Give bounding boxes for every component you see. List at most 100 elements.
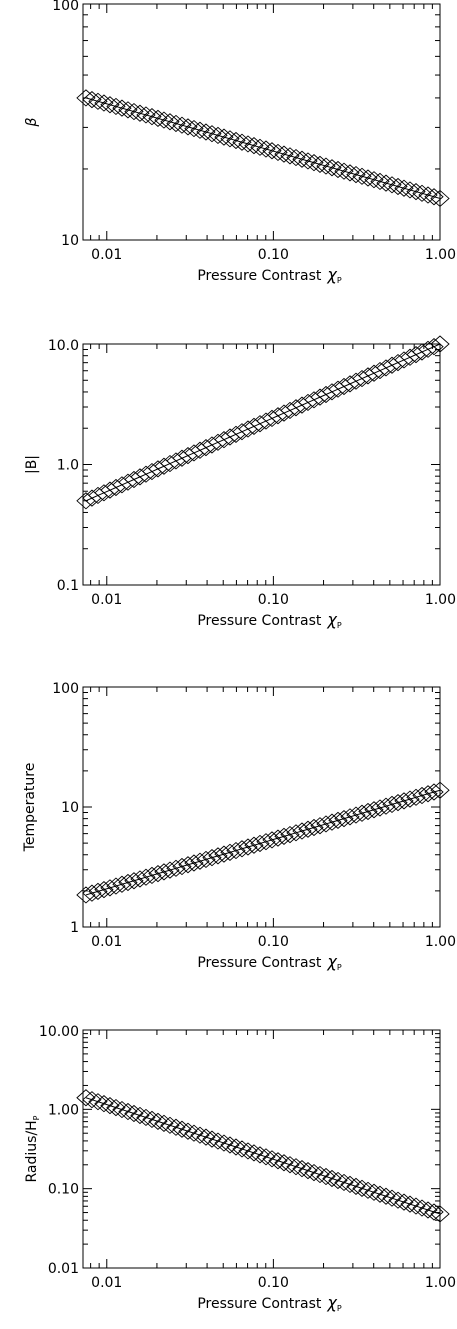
- y-axis-title: |B|: [24, 455, 40, 474]
- data-point: [418, 1201, 438, 1219]
- data-point: [220, 1136, 240, 1154]
- data-point: [286, 148, 306, 167]
- data-point: [412, 1199, 432, 1217]
- data-point: [112, 875, 132, 893]
- x-tick-label: 1.00: [425, 247, 456, 263]
- data-point: [334, 162, 354, 180]
- data-point: [430, 335, 450, 353]
- data-point: [208, 847, 228, 865]
- data-point: [154, 863, 174, 881]
- data-point: [256, 833, 276, 851]
- data-point: [178, 1122, 198, 1140]
- data-point: [202, 125, 222, 143]
- data-point: [358, 802, 378, 821]
- data-point: [268, 1152, 288, 1170]
- data-point: [268, 143, 288, 162]
- data-point: [292, 150, 312, 168]
- data-point: [160, 113, 180, 131]
- data-point: [172, 1120, 192, 1138]
- data-point: [376, 1187, 396, 1205]
- data-point: [148, 865, 168, 883]
- data-point: [394, 179, 414, 197]
- data-point: [250, 834, 270, 853]
- data-point: [244, 1144, 264, 1162]
- data-point: [208, 126, 228, 145]
- data-point: [280, 147, 300, 165]
- data-point: [190, 1126, 210, 1144]
- data-point: [118, 873, 138, 892]
- data-point: [82, 1091, 102, 1109]
- data-point: [292, 822, 312, 840]
- data-point: [388, 1191, 408, 1209]
- x-tick-label: 0.10: [258, 1275, 289, 1291]
- data-point: [130, 1106, 150, 1125]
- data-point: [292, 1160, 312, 1178]
- data-point: [184, 119, 204, 138]
- data-point: [412, 786, 432, 805]
- data-point: [76, 886, 96, 904]
- data-point: [202, 849, 222, 867]
- data-point: [130, 870, 150, 888]
- y-axis-label: Temperature: [22, 763, 38, 853]
- data-point: [166, 859, 186, 877]
- x-tick-label: 0.01: [91, 247, 122, 263]
- data-point: [418, 186, 438, 204]
- x-tick-label: 1.00: [425, 934, 456, 950]
- y-axis-label: β: [24, 117, 40, 127]
- x-tick-label: 0.10: [258, 247, 289, 263]
- data-point: [262, 142, 282, 160]
- data-point: [124, 872, 144, 890]
- data-point: [76, 1089, 96, 1107]
- x-tick-label: 0.01: [91, 934, 122, 950]
- chart-panel-2: 0.01 0.10 1.00 0.1 1.0 10.0 Pressure Contrast χ…: [24, 335, 456, 630]
- x-axis-symbol: χ: [326, 952, 337, 971]
- data-point: [160, 861, 180, 879]
- data-point: [382, 795, 402, 814]
- data-point: [94, 1095, 114, 1113]
- x-tick-label: 0.01: [91, 1275, 122, 1291]
- data-point: [382, 1189, 402, 1207]
- x-axis-symbol: χ: [326, 610, 337, 629]
- data-point: [82, 91, 102, 109]
- series-line: [85, 343, 441, 502]
- data-point: [268, 829, 288, 847]
- data-point: [100, 1097, 120, 1115]
- data-point: [388, 794, 408, 812]
- data-point: [232, 133, 252, 151]
- data-point: [394, 792, 414, 810]
- x-tick-label: 1.00: [425, 592, 456, 608]
- data-point: [304, 818, 324, 837]
- data-point: [328, 811, 348, 829]
- data-point: [328, 160, 348, 179]
- data-point: [88, 1093, 108, 1111]
- x-axis-title: Pressure Contrast χP: [197, 952, 342, 972]
- data-point: [370, 172, 390, 191]
- data-point: [160, 1116, 180, 1134]
- data-point: [304, 154, 324, 172]
- data-point: [238, 838, 258, 856]
- y-tick-label: 10.0: [48, 338, 79, 354]
- data-point: [262, 831, 282, 849]
- x-tick-label: 0.10: [258, 934, 289, 950]
- y-tick-label: 10: [61, 800, 79, 816]
- data-point: [166, 1118, 186, 1136]
- y-tick-label: 0.1: [57, 578, 79, 594]
- data-point: [322, 159, 342, 177]
- x-axis-subscript: P: [337, 1304, 342, 1313]
- data-point: [154, 1114, 174, 1132]
- data-point: [100, 879, 120, 897]
- data-point: [400, 790, 420, 808]
- data-point: [232, 1140, 252, 1158]
- data-point: [82, 884, 102, 902]
- x-axis-label: Pressure Contrast: [197, 613, 322, 629]
- data-point: [124, 102, 144, 121]
- y-axis-subscript: P: [32, 1115, 41, 1120]
- data-point: [214, 128, 234, 146]
- data-point: [136, 106, 156, 124]
- x-tick-label: 1.00: [425, 1275, 456, 1291]
- data-point: [118, 101, 138, 119]
- x-tick-label: 0.10: [258, 592, 289, 608]
- data-point: [412, 184, 432, 202]
